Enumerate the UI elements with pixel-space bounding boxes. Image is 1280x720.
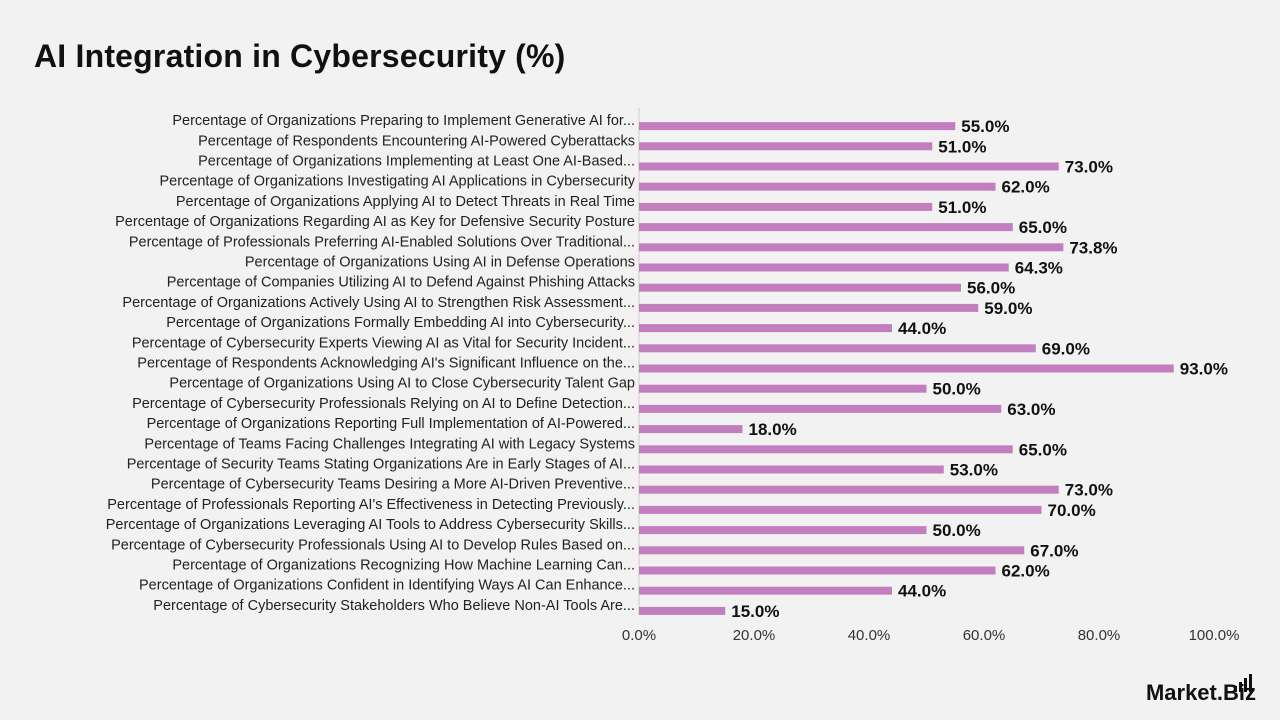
- category-label: Percentage of Professionals Reporting AI…: [107, 497, 635, 513]
- x-tick-label: 60.0%: [963, 627, 1006, 644]
- bar: [639, 425, 743, 434]
- bar: [639, 142, 933, 151]
- bar: [639, 465, 944, 474]
- x-tick-label: 100.0%: [1189, 627, 1240, 644]
- data-label: 62.0%: [1002, 178, 1050, 197]
- bar: [639, 566, 996, 575]
- category-label: Percentage of Organizations Regarding AI…: [115, 214, 635, 230]
- data-label: 44.0%: [898, 582, 946, 601]
- category-label: Percentage of Organizations Applying AI …: [176, 194, 635, 210]
- x-tick-label: 20.0%: [733, 627, 776, 644]
- bar: [639, 546, 1025, 555]
- x-tick-label: 80.0%: [1078, 627, 1121, 644]
- bar: [639, 182, 996, 191]
- category-label: Percentage of Organizations Preparing to…: [172, 113, 635, 129]
- category-label: Percentage of Cybersecurity Professional…: [132, 396, 635, 412]
- bar: [639, 364, 1174, 373]
- category-label: Percentage of Organizations Implementing…: [198, 154, 635, 170]
- bar: [639, 243, 1064, 252]
- data-label: 55.0%: [961, 117, 1009, 136]
- data-label: 63.0%: [1007, 400, 1055, 419]
- data-label: 64.3%: [1015, 259, 1063, 278]
- category-label: Percentage of Organizations Investigatin…: [159, 174, 635, 190]
- bar: [639, 283, 961, 292]
- data-label: 50.0%: [933, 521, 981, 540]
- category-label: Percentage of Organizations Reporting Fu…: [147, 416, 635, 432]
- category-label: Percentage of Cybersecurity Stakeholders…: [153, 598, 635, 614]
- bars-logo-icon: [1230, 670, 1256, 692]
- data-label: 53.0%: [950, 461, 998, 480]
- data-label: 18.0%: [749, 420, 797, 439]
- data-label: 73.0%: [1065, 481, 1113, 500]
- category-label: Percentage of Organizations Using AI in …: [245, 255, 635, 271]
- data-label: 56.0%: [967, 279, 1015, 298]
- data-label: 73.0%: [1065, 158, 1113, 177]
- data-label: 73.8%: [1069, 238, 1117, 257]
- bar: [639, 485, 1059, 494]
- brand-logo: Market.Biz: [1145, 674, 1256, 706]
- bar: [639, 606, 726, 615]
- category-label: Percentage of Respondents Acknowledging …: [137, 356, 635, 372]
- category-label: Percentage of Cybersecurity Experts View…: [132, 335, 635, 351]
- category-label: Percentage of Companies Utilizing AI to …: [167, 275, 635, 291]
- category-label: Percentage of Cybersecurity Professional…: [111, 537, 635, 553]
- bar: [639, 526, 927, 535]
- bar: [639, 223, 1013, 232]
- category-label: Percentage of Organizations Actively Usi…: [122, 295, 635, 311]
- data-label: 67.0%: [1030, 541, 1078, 560]
- data-label: 44.0%: [898, 319, 946, 338]
- category-label: Percentage of Security Teams Stating Org…: [127, 457, 635, 473]
- data-label: 69.0%: [1042, 339, 1090, 358]
- bar: [639, 263, 1009, 272]
- category-label: Percentage of Teams Facing Challenges In…: [144, 436, 635, 452]
- bar: [639, 122, 956, 131]
- bar: [639, 162, 1059, 171]
- category-label: Percentage of Organizations Leveraging A…: [106, 517, 635, 533]
- data-label: 65.0%: [1019, 218, 1067, 237]
- bar: [639, 404, 1002, 413]
- bar: [639, 586, 892, 595]
- category-label: Percentage of Cybersecurity Teams Desiri…: [151, 477, 635, 493]
- category-label: Percentage of Respondents Encountering A…: [198, 133, 635, 149]
- bar: [639, 344, 1036, 353]
- data-label: 50.0%: [933, 380, 981, 399]
- bar: [639, 505, 1042, 514]
- data-label: 70.0%: [1048, 501, 1096, 520]
- data-label: 59.0%: [984, 299, 1032, 318]
- chart-title: AI Integration in Cybersecurity (%): [34, 38, 566, 74]
- brand-text: Market.Biz: [1145, 680, 1256, 705]
- x-tick-label: 40.0%: [848, 627, 891, 644]
- category-label: Percentage of Organizations Using AI to …: [169, 376, 635, 392]
- data-label: 15.0%: [731, 602, 779, 621]
- data-label: 51.0%: [938, 137, 986, 156]
- category-label: Percentage of Organizations Formally Emb…: [166, 315, 635, 331]
- data-label: 65.0%: [1019, 440, 1067, 459]
- data-label: 51.0%: [938, 198, 986, 217]
- x-tick-label: 0.0%: [622, 627, 656, 644]
- category-label: Percentage of Organizations Confident in…: [139, 578, 635, 594]
- bar: [639, 384, 927, 393]
- bar: [639, 303, 979, 312]
- data-label: 93.0%: [1180, 360, 1228, 379]
- bar: [639, 324, 892, 333]
- category-label: Percentage of Organizations Recognizing …: [172, 558, 635, 574]
- data-label: 62.0%: [1002, 562, 1050, 581]
- category-label: Percentage of Professionals Preferring A…: [129, 234, 635, 250]
- bar: [639, 445, 1013, 454]
- bar: [639, 202, 933, 211]
